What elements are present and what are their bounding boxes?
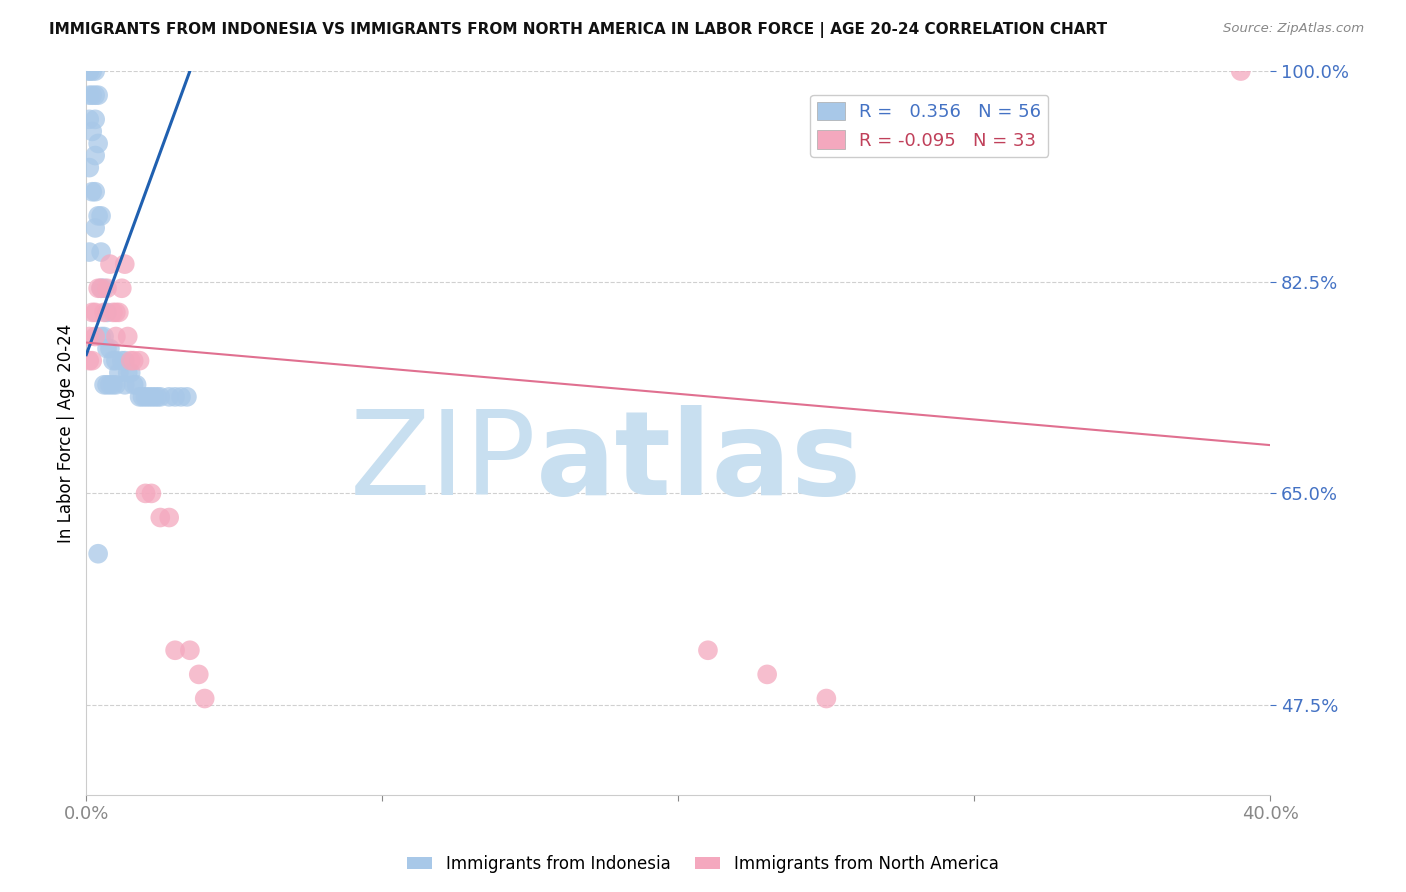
Point — [146, 390, 169, 404]
Point — [98, 257, 121, 271]
Point — [149, 390, 172, 404]
Text: Source: ZipAtlas.com: Source: ZipAtlas.com — [1223, 22, 1364, 36]
Point — [96, 377, 118, 392]
Point — [93, 281, 115, 295]
Point — [187, 667, 209, 681]
Point — [149, 510, 172, 524]
Point — [157, 510, 180, 524]
Point — [117, 366, 139, 380]
Point — [125, 377, 148, 392]
Point — [104, 353, 127, 368]
Point — [82, 185, 104, 199]
Point — [815, 691, 838, 706]
Point — [157, 390, 180, 404]
Point — [77, 161, 100, 175]
Point — [84, 88, 107, 103]
Point — [90, 281, 112, 295]
Point — [117, 329, 139, 343]
Point — [84, 148, 107, 162]
Point — [114, 377, 136, 392]
Point — [87, 281, 110, 295]
Point — [170, 390, 193, 404]
Point — [82, 64, 104, 78]
Point — [82, 305, 104, 319]
Point — [104, 305, 127, 319]
Point — [134, 390, 156, 404]
Point — [111, 281, 134, 295]
Point — [82, 124, 104, 138]
Point — [84, 112, 107, 127]
Point — [82, 88, 104, 103]
Point — [141, 390, 163, 404]
Point — [114, 353, 136, 368]
Point — [128, 353, 150, 368]
Point — [93, 305, 115, 319]
Point — [108, 305, 131, 319]
Point — [134, 486, 156, 500]
Point — [84, 329, 107, 343]
Text: ZIP: ZIP — [350, 404, 536, 519]
Point — [96, 305, 118, 319]
Point — [84, 64, 107, 78]
Point — [77, 64, 100, 78]
Point — [165, 643, 187, 657]
Point — [87, 136, 110, 151]
Point — [93, 377, 115, 392]
Point — [77, 245, 100, 260]
Point — [108, 366, 131, 380]
Y-axis label: In Labor Force | Age 20-24: In Labor Force | Age 20-24 — [58, 324, 75, 542]
Point — [756, 667, 779, 681]
Point — [77, 112, 100, 127]
Point — [77, 329, 100, 343]
Point — [120, 366, 142, 380]
Point — [179, 643, 201, 657]
Point — [84, 221, 107, 235]
Point — [96, 281, 118, 295]
Point — [138, 390, 160, 404]
Point — [176, 390, 198, 404]
Legend: R =   0.356   N = 56, R = -0.095   N = 33: R = 0.356 N = 56, R = -0.095 N = 33 — [810, 95, 1049, 157]
Point — [98, 342, 121, 356]
Point — [104, 329, 127, 343]
Point — [87, 209, 110, 223]
Legend: Immigrants from Indonesia, Immigrants from North America: Immigrants from Indonesia, Immigrants fr… — [401, 848, 1005, 880]
Point — [87, 547, 110, 561]
Point — [90, 281, 112, 295]
Point — [101, 305, 124, 319]
Point — [122, 353, 145, 368]
Point — [82, 353, 104, 368]
Point — [77, 88, 100, 103]
Text: IMMIGRANTS FROM INDONESIA VS IMMIGRANTS FROM NORTH AMERICA IN LABOR FORCE | AGE : IMMIGRANTS FROM INDONESIA VS IMMIGRANTS … — [49, 22, 1108, 38]
Point — [84, 185, 107, 199]
Point — [141, 486, 163, 500]
Point — [128, 390, 150, 404]
Point — [77, 64, 100, 78]
Point — [90, 245, 112, 260]
Point — [131, 390, 153, 404]
Point — [697, 643, 720, 657]
Point — [84, 305, 107, 319]
Point — [101, 353, 124, 368]
Point — [114, 257, 136, 271]
Point — [120, 353, 142, 368]
Point — [194, 691, 217, 706]
Point — [77, 353, 100, 368]
Point — [111, 353, 134, 368]
Point — [122, 377, 145, 392]
Point — [101, 377, 124, 392]
Point — [96, 342, 118, 356]
Point — [1230, 64, 1253, 78]
Point — [104, 377, 127, 392]
Text: atlas: atlas — [536, 404, 862, 519]
Point — [87, 88, 110, 103]
Point — [93, 329, 115, 343]
Point — [90, 209, 112, 223]
Point — [165, 390, 187, 404]
Point — [98, 377, 121, 392]
Point — [90, 329, 112, 343]
Point — [143, 390, 166, 404]
